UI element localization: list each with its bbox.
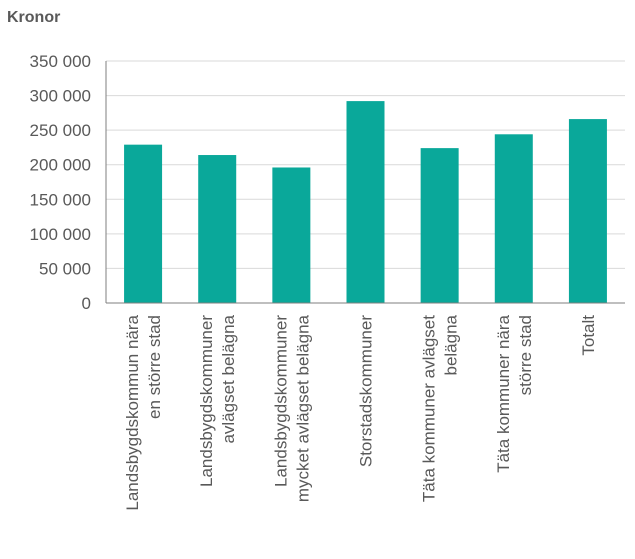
y-tick-label: 350 000 — [30, 52, 91, 71]
x-category-label: Täta kommuner avlägset belägna — [420, 314, 461, 502]
y-tick-label: 250 000 — [30, 121, 91, 140]
y-tick-label: 100 000 — [30, 225, 91, 244]
x-category-label-line: Totalt — [579, 315, 598, 356]
bar — [568, 119, 607, 303]
y-tick-label: 150 000 — [30, 190, 91, 209]
x-category-label-line: Täta kommuner avlägset — [420, 315, 439, 502]
bar — [272, 167, 311, 303]
y-tick-label: 200 000 — [30, 156, 91, 175]
y-tick-label: 300 000 — [30, 87, 91, 106]
bar — [346, 101, 385, 303]
x-category-label: Landsbygdskommuner mycket avlägset belägn… — [271, 314, 312, 502]
x-category-label-line: Täta kommuner nära — [494, 314, 513, 472]
y-unit-label: Kronor — [7, 9, 61, 26]
x-category-label-line: mycket avlägset belägna — [293, 314, 312, 502]
x-category-label: Landsbygdskommun nära en större stad — [123, 314, 164, 510]
x-category-label-line: Landsbygdskommuner — [197, 315, 216, 487]
x-category-label: Storstadskommuner — [357, 315, 376, 467]
x-category-label-line: belägna — [442, 314, 461, 375]
x-category-label-line: Landsbygdskommun nära — [123, 314, 142, 510]
x-category-label: Totalt — [579, 315, 598, 356]
x-category-label: Täta kommuner nära större stad — [494, 314, 535, 472]
y-tick-label: 0 — [82, 294, 91, 313]
x-category-label-line: avlägset belägna — [219, 314, 238, 443]
bar — [198, 155, 237, 303]
x-category-label-line: Storstadskommuner — [357, 315, 376, 467]
bar — [420, 148, 459, 303]
bar — [124, 144, 163, 303]
x-category-label-line: större stad — [516, 315, 535, 395]
x-category-label-line: en större stad — [145, 315, 164, 419]
bar — [494, 134, 533, 303]
x-category-label: Landsbygdskommuner avlägset belägna — [197, 314, 238, 487]
y-tick-label: 50 000 — [39, 259, 91, 278]
x-category-label-line: Landsbygdskommuner — [271, 315, 290, 487]
